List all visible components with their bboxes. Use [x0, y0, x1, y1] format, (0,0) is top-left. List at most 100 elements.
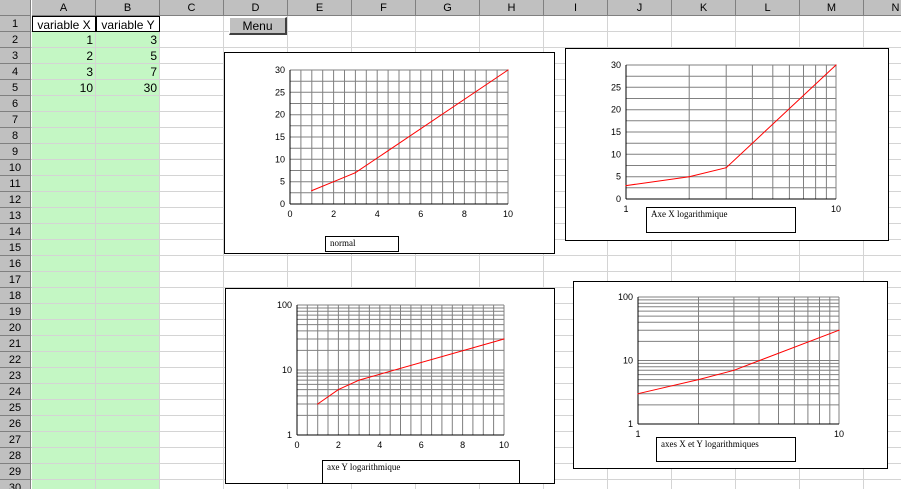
row-header-23[interactable]: 23 [0, 368, 31, 384]
row-header-11[interactable]: 11 [0, 176, 31, 192]
column-header-M[interactable]: M [800, 0, 864, 16]
row-header-7[interactable]: 7 [0, 112, 31, 128]
column-header-D[interactable]: D [224, 0, 288, 16]
row-header-27[interactable]: 27 [0, 432, 31, 448]
row-header-16[interactable]: 16 [0, 256, 31, 272]
row-header-26[interactable]: 26 [0, 416, 31, 432]
y-tick-label: 5 [280, 177, 285, 187]
row-header-25[interactable]: 25 [0, 400, 31, 416]
data-point [311, 190, 313, 192]
data-point [688, 176, 690, 178]
column-header-J[interactable]: J [608, 0, 672, 16]
row-header-21[interactable]: 21 [0, 336, 31, 352]
column-header-I[interactable]: I [544, 0, 608, 16]
row-header-20[interactable]: 20 [0, 320, 31, 336]
row-header-6[interactable]: 6 [0, 96, 31, 112]
cell-B1[interactable]: variable Y [96, 16, 160, 32]
chart-log-xy[interactable]: 1 10 1 10 100 axes X et Y logarithmiques [573, 281, 888, 469]
y-tick-label: 15 [611, 127, 621, 137]
y-tick-label: 5 [616, 172, 621, 182]
chart-log-y[interactable]: 0 2 4 6 8 10 1 10 100 axe Y logarithmique [225, 288, 555, 484]
data-point [333, 181, 335, 183]
x-tick-label: 6 [419, 440, 424, 450]
cell-A3[interactable]: 2 [86, 49, 93, 63]
column-header-G[interactable]: G [416, 0, 480, 16]
row-header-22[interactable]: 22 [0, 352, 31, 368]
chart-log-x[interactable]: 1 10 0 5 10 15 20 25 30 Axe X logarithmique [565, 48, 889, 241]
chart-log-xy-caption: axes X et Y logarithmiques [656, 437, 796, 462]
y-tick-label: 30 [611, 60, 621, 70]
chart-normal-plot: 0 2 4 6 8 10 0 5 10 15 20 25 30 [275, 65, 513, 219]
data-point [337, 389, 339, 391]
data-point [835, 64, 837, 66]
cell-A5[interactable]: 10 [79, 81, 93, 95]
data-point [317, 403, 319, 405]
cell-A2[interactable]: 1 [86, 33, 93, 47]
row-header-15[interactable]: 15 [0, 240, 31, 256]
gridline-vertical [735, 16, 736, 489]
column-header-N[interactable]: N [864, 0, 901, 16]
row-header-10[interactable]: 10 [0, 160, 31, 176]
cell-A1[interactable]: variable X [32, 16, 96, 32]
row-header-8[interactable]: 8 [0, 128, 31, 144]
y-tick-label: 25 [611, 82, 621, 92]
row-header-5[interactable]: 5 [0, 80, 31, 96]
menu-button[interactable]: Menu [229, 17, 287, 35]
chart-normal[interactable]: 0 2 4 6 8 10 0 5 10 15 20 25 30 normal [224, 52, 555, 254]
x-tick-label: 6 [418, 209, 423, 219]
gridlines [289, 69, 509, 205]
column-header-H[interactable]: H [480, 0, 544, 16]
row-header-19[interactable]: 19 [0, 304, 31, 320]
x-tick-label: 4 [375, 209, 380, 219]
row-header-13[interactable]: 13 [0, 208, 31, 224]
row-header-9[interactable]: 9 [0, 144, 31, 160]
data-point [637, 393, 639, 395]
gridline-horizontal [31, 31, 901, 32]
y-tick-label: 10 [275, 154, 285, 164]
y-tick-label: 100 [618, 292, 633, 302]
row-header-24[interactable]: 24 [0, 384, 31, 400]
row-header-18[interactable]: 18 [0, 288, 31, 304]
select-all-corner[interactable] [0, 0, 31, 16]
cell-B4[interactable]: 7 [150, 65, 157, 79]
series-line [317, 338, 505, 405]
column-header-B[interactable]: B [96, 0, 160, 16]
cell-B2[interactable]: 3 [150, 33, 157, 47]
y-tick-label: 20 [611, 105, 621, 115]
row-header-12[interactable]: 12 [0, 192, 31, 208]
cell-B5[interactable]: 30 [143, 81, 157, 95]
column-header-A[interactable]: A [32, 0, 96, 16]
row-header-30[interactable]: 30 [0, 480, 31, 489]
gridline-vertical [159, 16, 160, 489]
x-tick-label: 4 [377, 440, 382, 450]
column-header-C[interactable]: C [160, 0, 224, 16]
data-point [358, 379, 360, 381]
column-header-F[interactable]: F [352, 0, 416, 16]
cell-B3[interactable]: 5 [150, 49, 157, 63]
row-header-28[interactable]: 28 [0, 448, 31, 464]
column-header-L[interactable]: L [736, 0, 800, 16]
cell-A4[interactable]: 3 [86, 65, 93, 79]
y-tick-label: 25 [275, 87, 285, 97]
y-tick-label: 1 [628, 419, 633, 429]
row-header-14[interactable]: 14 [0, 224, 31, 240]
gridlines [637, 296, 840, 425]
column-header-K[interactable]: K [672, 0, 736, 16]
x-tick-label: 10 [503, 209, 513, 219]
row-header-1[interactable]: 1 [0, 16, 31, 32]
x-tick-label: 1 [635, 429, 640, 439]
gridline-vertical [863, 16, 864, 489]
data-point [697, 379, 700, 381]
data-point [625, 185, 627, 187]
row-header-3[interactable]: 3 [0, 48, 31, 64]
y-tick-label: 20 [275, 110, 285, 120]
y-tick-label: 10 [611, 149, 621, 159]
column-header-E[interactable]: E [288, 0, 352, 16]
row-header-4[interactable]: 4 [0, 64, 31, 80]
data-point [354, 172, 356, 174]
x-tick-label: 10 [834, 429, 844, 439]
row-header-2[interactable]: 2 [0, 32, 31, 48]
row-header-17[interactable]: 17 [0, 272, 31, 288]
row-header-29[interactable]: 29 [0, 464, 31, 480]
